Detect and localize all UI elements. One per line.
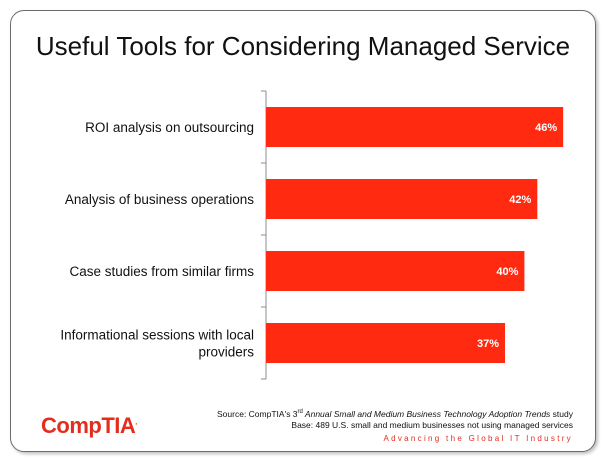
logo-text: CompTIA <box>41 413 136 438</box>
bar <box>266 179 538 219</box>
category-label-line: providers <box>198 345 254 360</box>
category-label-line: Informational sessions with local <box>60 328 254 343</box>
logo-mark: . <box>135 417 137 427</box>
category-label: ROI analysis on outsourcing <box>85 120 254 135</box>
chart-title: Useful Tools for Considering Managed Ser… <box>35 31 571 61</box>
tagline: Advancing the Global IT Industry <box>383 433 573 443</box>
source-superscript: rd <box>297 409 303 415</box>
comptia-logo: CompTIA. <box>41 413 137 439</box>
category-label: Informational sessions with local provide… <box>60 328 254 360</box>
bar <box>266 107 564 147</box>
category-label: Analysis of business operations <box>65 192 254 207</box>
bar-value-label: 37% <box>477 338 499 350</box>
bar-chart: 46% ROI analysis on outsourcing 42% Analysi… <box>60 90 564 380</box>
category-label-line: ROI analysis on outsourcing <box>85 120 254 135</box>
base-line: Base: 489 U.S. small and medium business… <box>291 419 573 430</box>
bar-value-label: 40% <box>496 266 518 278</box>
bar-value-label: 42% <box>509 194 531 206</box>
category-label-line: Analysis of business operations <box>65 192 254 207</box>
source-study-name: Annual Small and Medium Business Technol… <box>302 408 551 419</box>
bar-value-label: 46% <box>535 122 557 134</box>
slide: Useful Tools for Considering Managed Ser… <box>10 10 596 452</box>
source-line: Source: CompTIA's 3rd Annual Small and M… <box>153 407 573 420</box>
source-prefix: Source: CompTIA's 3 <box>217 408 298 419</box>
source-note: Source: CompTIA's 3rd Annual Small and M… <box>153 407 573 444</box>
category-label-line: Case studies from similar firms <box>69 264 254 279</box>
category-label: Case studies from similar firms <box>69 264 254 279</box>
bar <box>266 323 506 363</box>
source-suffix: study <box>550 408 573 419</box>
bar <box>266 251 525 291</box>
